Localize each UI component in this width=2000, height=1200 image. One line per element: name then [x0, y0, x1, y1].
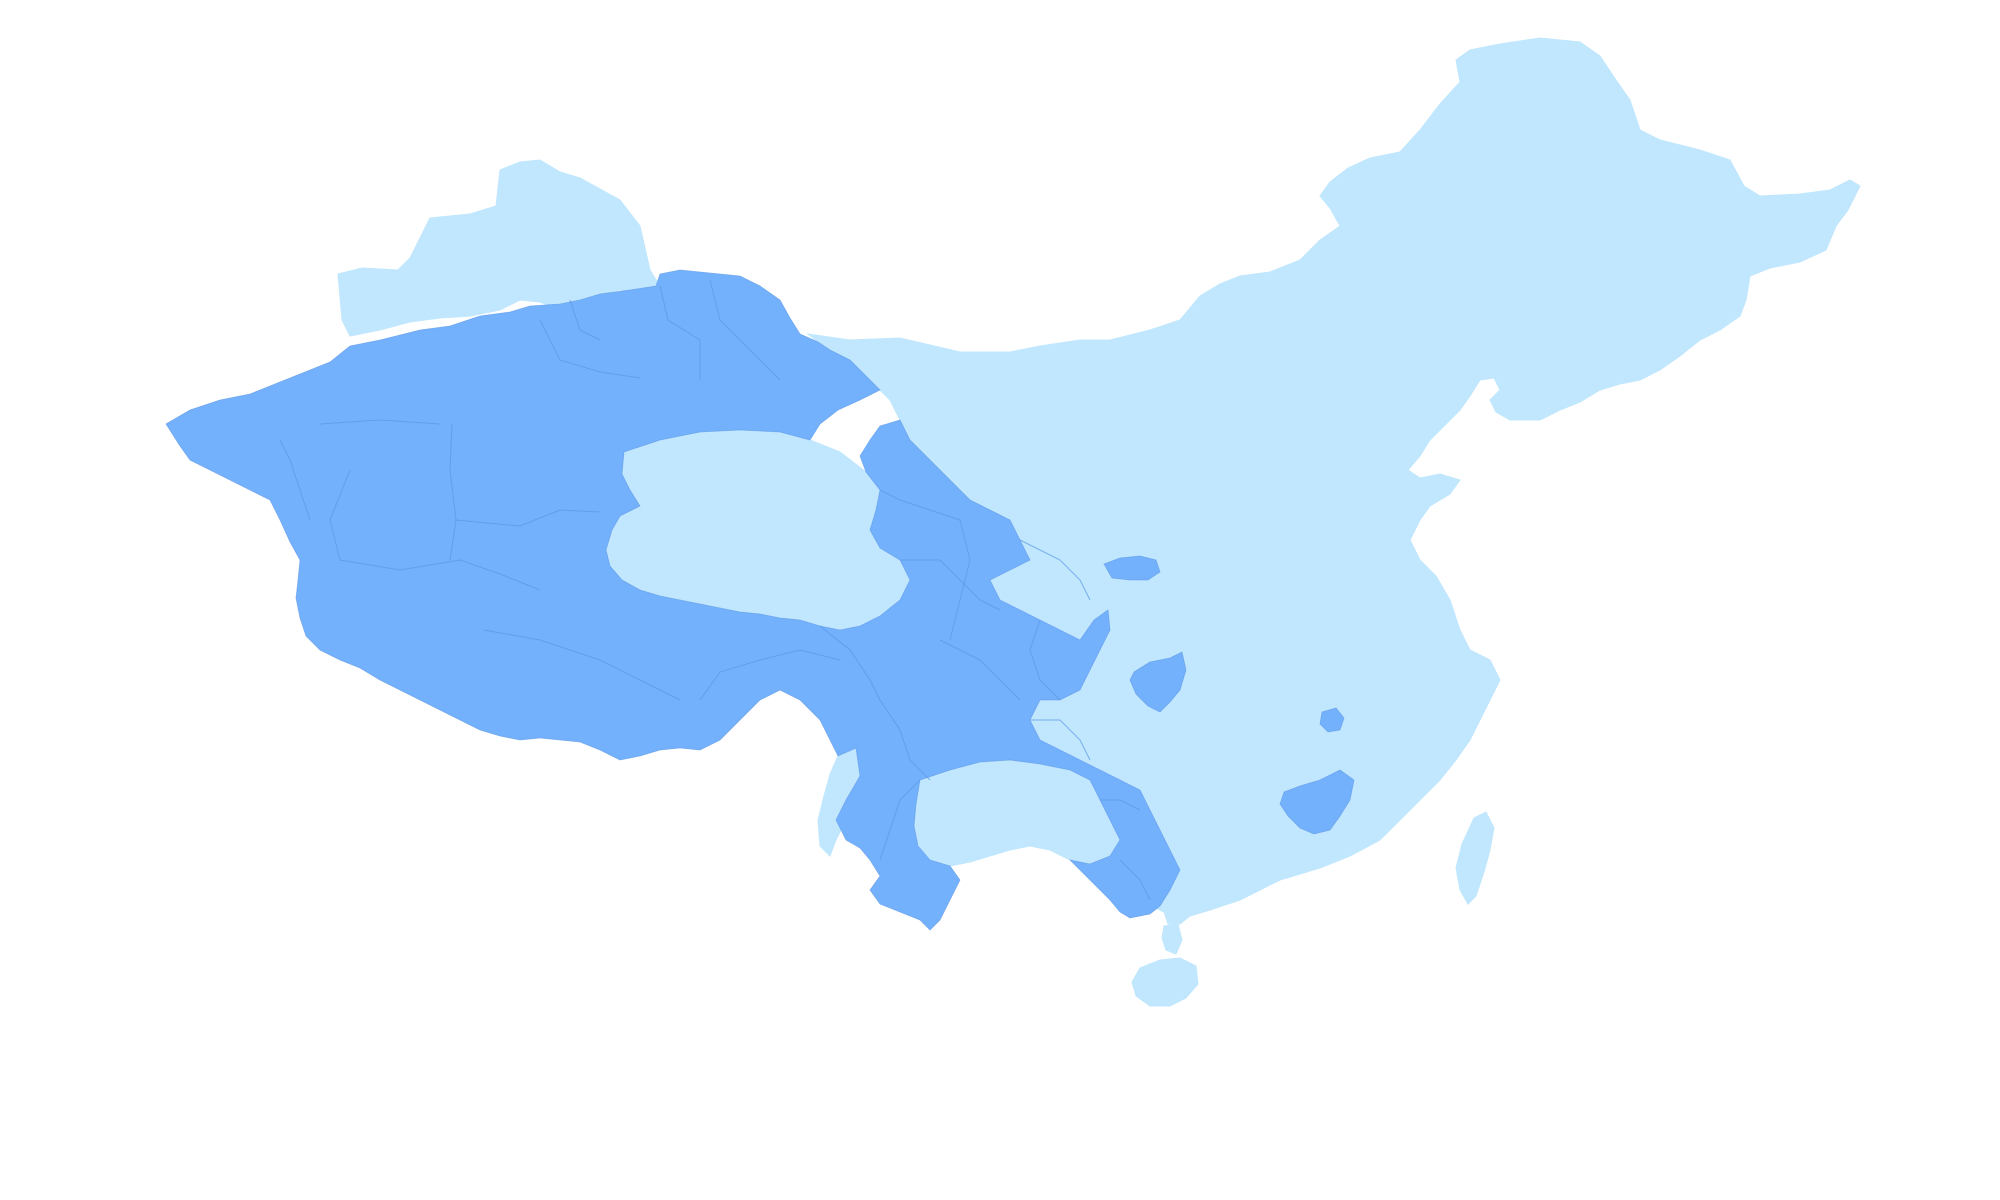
border-line [879, 779, 921, 861]
region-patch-hunan[interactable] [1129, 651, 1187, 713]
border-line [279, 439, 311, 521]
border-line [709, 279, 781, 381]
region-xinjiang-north[interactable] [337, 159, 661, 337]
region-west-china[interactable] [165, 269, 1181, 931]
border-line [569, 299, 601, 341]
border-line [949, 519, 971, 641]
border-line [1119, 859, 1151, 901]
border-line [1029, 619, 1061, 701]
border-line [449, 423, 457, 561]
border-line [483, 629, 681, 701]
region-leizhou[interactable] [1161, 923, 1183, 955]
region-patch-hubei[interactable] [1103, 555, 1161, 581]
internal-borders [279, 279, 1151, 901]
region-patch-jiangxi[interactable] [1319, 707, 1345, 733]
region-taiwan[interactable] [1455, 811, 1495, 905]
border-line [329, 469, 351, 561]
border-line [659, 285, 701, 380]
border-line [455, 509, 601, 527]
region-hainan[interactable] [1131, 957, 1199, 1007]
border-line [900, 559, 1001, 611]
border-line [339, 559, 541, 591]
border-line [539, 319, 641, 379]
border-line [939, 639, 1021, 701]
border-line [819, 625, 881, 701]
border-line [1030, 719, 1091, 761]
border-line [319, 419, 441, 425]
region-patch-guangdong[interactable] [1279, 769, 1355, 835]
border-line [879, 699, 931, 781]
highlighted-regions [165, 269, 1355, 931]
border-line [699, 649, 841, 701]
border-line [1019, 539, 1091, 601]
border-line [1100, 799, 1141, 811]
unhighlighted-regions [337, 37, 1861, 1007]
border-line [879, 489, 961, 521]
